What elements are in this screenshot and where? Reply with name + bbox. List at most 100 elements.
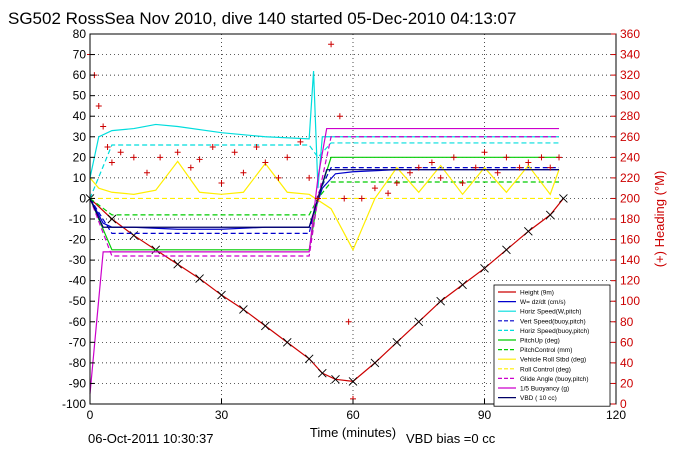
depth-marker	[370, 358, 380, 368]
chart-title: SG502 RossSea Nov 2010, dive 140 started…	[8, 9, 516, 28]
right-tick-label: 340	[620, 48, 640, 62]
right-tick-label: 300	[620, 89, 640, 103]
left-tick-label: -100	[62, 397, 86, 411]
heading-point	[196, 156, 203, 163]
left-tick-label: -20	[69, 233, 87, 247]
heading-point	[547, 164, 554, 171]
heading-point	[516, 164, 523, 171]
depth-marker	[239, 305, 248, 314]
legend-label: Horiz Speed(W,pitch)	[520, 309, 581, 316]
right-tick-label: 140	[620, 253, 640, 267]
heading-point	[556, 154, 563, 161]
x-axis-label: Time (minutes)	[310, 425, 396, 440]
heading-point	[358, 195, 365, 202]
left-tick-label: -10	[69, 212, 87, 226]
legend-label: W= dz/dt (cm/s)	[520, 299, 566, 306]
heading-point	[130, 154, 137, 161]
heading-point	[174, 149, 181, 156]
series-line-9	[89, 136, 560, 257]
depth-marker	[261, 321, 270, 331]
right-tick-label: 220	[620, 171, 640, 185]
heading-point	[117, 149, 124, 156]
depth-marker	[545, 210, 555, 220]
depth-marker	[458, 280, 467, 290]
left-tick-label: 60	[73, 68, 87, 82]
x-tick-label: 120	[606, 408, 626, 422]
heading-point	[328, 41, 335, 48]
x-tick-label: 30	[215, 408, 229, 422]
depth-marker	[304, 354, 314, 364]
series-line-6	[89, 181, 560, 216]
right-tick-label: 360	[620, 27, 640, 41]
legend-label: PitchUp (deg)	[520, 338, 560, 345]
right-tick-label: 0	[620, 397, 627, 411]
depth-marker	[414, 317, 424, 327]
right-tick-label: 280	[620, 109, 640, 123]
depth-marker	[129, 231, 139, 240]
right-axis-label: (+) Heading (°M)	[652, 171, 667, 268]
depth-marker	[195, 274, 204, 283]
left-tick-label: -70	[69, 335, 87, 349]
left-tick-label: -50	[69, 294, 87, 308]
heading-point	[240, 169, 247, 176]
left-tick-label: 80	[73, 27, 87, 41]
depth-marker	[480, 264, 489, 273]
depth-marker	[217, 290, 226, 300]
legend: Height (9m) W= dz/dt (cm/s) Horiz Speed(W,…	[493, 284, 611, 407]
heading-point	[306, 174, 313, 181]
left-tick-label: 70	[73, 48, 87, 62]
depth-marker	[107, 214, 117, 224]
heading-point	[406, 169, 413, 176]
depth-marker	[331, 375, 340, 384]
heading-point	[341, 195, 348, 202]
legend-label: VBD ( 10 cc)	[520, 395, 557, 402]
heading-point	[275, 174, 282, 181]
right-tick-label: 40	[620, 356, 634, 370]
heading-point	[472, 164, 479, 171]
x-tick-label: 90	[478, 408, 492, 422]
heading-point	[336, 113, 343, 120]
series-line-0	[89, 198, 564, 383]
heading-point	[209, 144, 216, 151]
heading-layer	[87, 41, 563, 402]
heading-point	[428, 159, 435, 166]
heading-point	[415, 164, 422, 171]
left-tick-label: 30	[73, 130, 87, 144]
depth-marker	[317, 368, 327, 378]
legend-label: 1/5 Buoyancy (g)	[520, 386, 569, 393]
heading-point	[262, 159, 269, 166]
right-tick-label: 100	[620, 294, 640, 308]
grid-lines	[90, 34, 616, 404]
series-line-5	[89, 156, 560, 251]
x-axis: 0 30 60 90 120	[87, 399, 626, 422]
left-tick-label: -40	[69, 274, 87, 288]
heading-point	[459, 180, 466, 187]
series-line-2	[89, 70, 560, 189]
heading-point	[481, 149, 488, 156]
legend-box	[493, 284, 611, 407]
left-tick-label: -80	[69, 356, 87, 370]
depth-marker	[524, 227, 533, 236]
heading-point	[297, 138, 304, 145]
right-tick-label: 20	[620, 376, 634, 390]
right-tick-label: 160	[620, 233, 640, 247]
heading-point	[503, 154, 510, 161]
right-tick-label: 320	[620, 68, 640, 82]
right-tick-label: 260	[620, 130, 640, 144]
vbd-bias: VBD bias =0 cc	[406, 431, 496, 446]
heading-point	[143, 169, 150, 176]
left-tick-label: -90	[69, 376, 87, 390]
legend-label: Height (9m)	[520, 290, 554, 297]
legend-label: Glide Angle (buoy,pitch)	[520, 376, 589, 383]
heading-point	[525, 159, 532, 166]
heading-point	[345, 318, 352, 325]
legend-label: Vert Speed(buoy,pitch)	[520, 318, 586, 325]
heading-point	[385, 190, 392, 197]
heading-point	[450, 154, 457, 161]
left-tick-label: -60	[69, 315, 87, 329]
heading-point	[371, 185, 378, 192]
timestamp: 06-Oct-2011 10:30:37	[88, 431, 214, 446]
depth-marker	[282, 338, 292, 347]
depth-marker	[559, 194, 568, 203]
